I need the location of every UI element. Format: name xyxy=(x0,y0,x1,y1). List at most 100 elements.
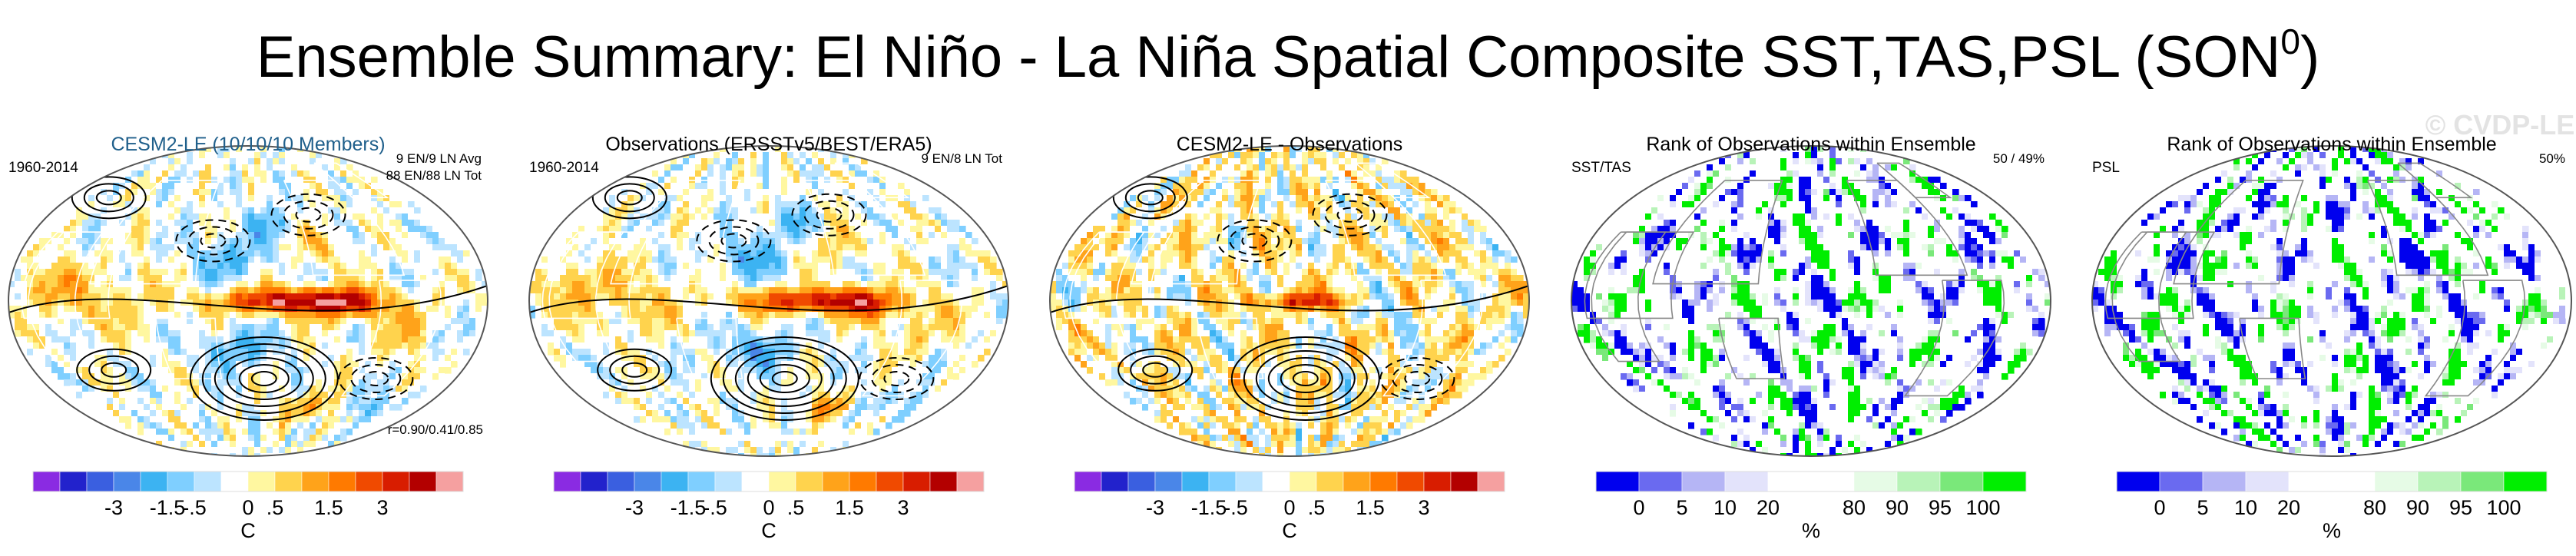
colorbar-swatch xyxy=(1477,471,1505,492)
colorbar-tick-label: 100 xyxy=(1965,496,2000,519)
colorbar-swatch xyxy=(2460,471,2505,492)
colorbar-unit: C xyxy=(1282,519,1297,542)
colorbar-tick-label: 3 xyxy=(376,496,388,519)
colorbar-swatch xyxy=(1154,471,1183,492)
colorbar-swatch xyxy=(553,471,581,492)
colorbar-swatch xyxy=(32,471,61,492)
land-outlines xyxy=(21,162,442,397)
colorbar-tick-label: 0 xyxy=(242,496,253,519)
colorbar-swatch xyxy=(2116,471,2160,492)
colorbar-swatch xyxy=(2503,471,2548,492)
colorbar-swatch xyxy=(1316,471,1344,492)
colorbar-tick-label: -.5 xyxy=(182,496,207,519)
colorbar-tick-label: 5 xyxy=(1676,496,1687,519)
colorbar-swatch xyxy=(382,471,410,492)
colorbar-swatch xyxy=(876,471,904,492)
colorbar-swatch xyxy=(902,471,931,492)
colorbar-swatch xyxy=(1595,471,1640,492)
map-outline xyxy=(2091,145,2572,457)
colorbar-swatch xyxy=(1681,471,1726,492)
colorbar-swatch xyxy=(795,471,823,492)
colorbar-swatch xyxy=(274,471,303,492)
colorbar-tick-label: .5 xyxy=(267,496,284,519)
colorbar-unit: % xyxy=(1802,519,1820,542)
period-label: 1960-2014 xyxy=(529,160,599,176)
colorbar-swatch xyxy=(768,471,796,492)
colorbar-swatch xyxy=(1208,471,1237,492)
colorbar-swatch xyxy=(1101,471,1129,492)
map-panel-3: CESM2-LE - Observations -3 -1.5-.5 0 .5 1.5 3 C xyxy=(1049,134,1530,542)
colorbar: -3 -1.5-.5 0 .5 1.5 3 C xyxy=(1074,471,1505,542)
land-outlines xyxy=(1584,162,2005,397)
colorbar-swatch xyxy=(741,471,770,492)
colorbar-tick-label: 20 xyxy=(2277,496,2300,519)
colorbar-swatch xyxy=(435,471,464,492)
map-outline xyxy=(528,145,1009,457)
count-label: 88 EN/88 LN Tot xyxy=(386,168,482,183)
colorbar-tick-label: 90 xyxy=(1886,496,1909,519)
colorbar-swatch xyxy=(220,471,249,492)
colorbar-swatch xyxy=(167,471,195,492)
colorbar-swatch xyxy=(929,471,958,492)
colorbar-swatch xyxy=(714,471,743,492)
colorbar-swatch xyxy=(2374,471,2419,492)
count-label: 50% xyxy=(2539,151,2565,166)
colorbar-swatch xyxy=(580,471,608,492)
colorbar-swatch xyxy=(355,471,383,492)
colorbar-swatch xyxy=(1396,471,1425,492)
colorbar-swatch xyxy=(1289,471,1317,492)
map-outline xyxy=(8,145,488,457)
colorbar-swatch xyxy=(1638,471,1683,492)
colorbar-tick-label: 0 xyxy=(763,496,774,519)
period-label: PSL xyxy=(2092,160,2120,176)
colorbar-tick-label: 80 xyxy=(2363,496,2386,519)
colorbar-tick-label: -1.5 xyxy=(1191,496,1227,519)
colorbar-tick-label: 1.5 xyxy=(1356,496,1385,519)
colorbar-swatch xyxy=(956,471,985,492)
colorbar: 0 5 10 20 80 90 95 100% xyxy=(1595,471,2027,542)
colorbar-swatch xyxy=(1450,471,1478,492)
colorbar-tick-label: 80 xyxy=(1843,496,1866,519)
field-rank_psl xyxy=(2092,146,2571,456)
colorbar-swatch xyxy=(113,471,141,492)
colorbar-tick-label: 0 xyxy=(1283,496,1295,519)
colorbar-swatch xyxy=(1423,471,1452,492)
map-panel-5: Rank of Observations within Ensemble PSL 5… xyxy=(2091,134,2572,542)
field-sst_tas_obs xyxy=(529,146,1008,456)
correlation-label: r=0.90/0.41/0.85 xyxy=(388,422,483,437)
colorbar-tick-label: 20 xyxy=(1757,496,1780,519)
map-outline xyxy=(1049,145,1530,457)
colorbar-unit: % xyxy=(2323,519,2341,542)
colorbar-tick-label: -.5 xyxy=(1223,496,1248,519)
colorbar-swatch xyxy=(607,471,635,492)
colorbar-swatch xyxy=(1724,471,1769,492)
colorbar: -3 -1.5-.5 0 .5 1.5 3 C xyxy=(32,471,464,542)
field-rank_sst_tas xyxy=(1571,146,2051,456)
colorbar-swatch xyxy=(822,471,850,492)
colorbar-swatch xyxy=(687,471,716,492)
colorbar-swatch xyxy=(1235,471,1263,492)
colorbar-tick-label: .5 xyxy=(787,496,805,519)
colorbar-swatch xyxy=(1810,471,1855,492)
count-label: 9 EN/8 LN Tot xyxy=(921,151,1002,166)
panel-title: Observations (ERSSTv5/BEST/ERA5) xyxy=(605,134,932,155)
colorbar-tick-label: 95 xyxy=(2449,496,2472,519)
colorbar-swatch xyxy=(1939,471,1984,492)
psl-contours xyxy=(1050,176,1529,421)
colorbar-tick-label: 100 xyxy=(2486,496,2521,519)
colorbar-tick-label: 1.5 xyxy=(835,496,864,519)
colorbar-tick-label: 3 xyxy=(897,496,909,519)
colorbar-swatch xyxy=(2245,471,2290,492)
land-outlines xyxy=(1062,162,1484,397)
watermark: © CVDP-LE xyxy=(2425,109,2575,141)
colorbar-tick-label: 5 xyxy=(2197,496,2208,519)
colorbar-tick-label: 90 xyxy=(2406,496,2429,519)
map-panel-1: CESM2-LE (10/10/10 Members) 1960-2014 9 EN… xyxy=(8,134,488,542)
colorbar-unit: C xyxy=(761,519,776,542)
field-difference xyxy=(1050,146,1529,456)
land-outlines xyxy=(2104,162,2526,397)
colorbar-tick-label: 0 xyxy=(1633,496,1644,519)
colorbar-swatch xyxy=(1262,471,1290,492)
map-panel-4: Rank of Observations within Ensemble SST/… xyxy=(1571,134,2051,542)
